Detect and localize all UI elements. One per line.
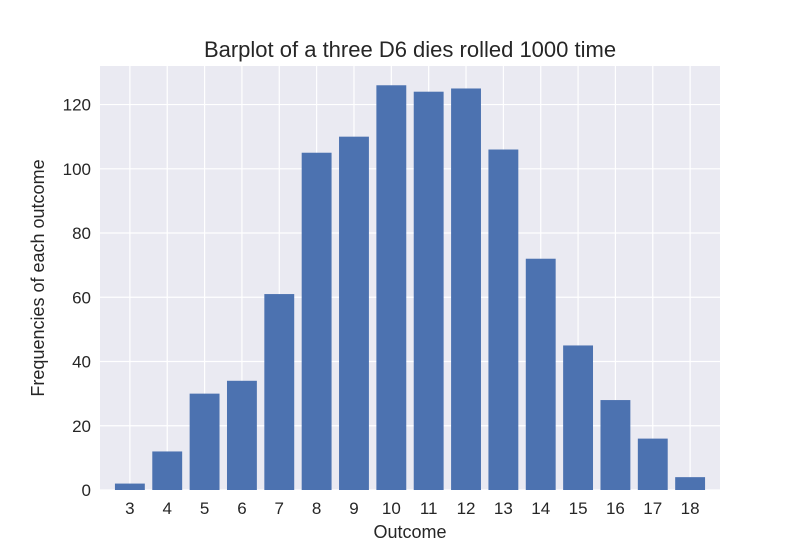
x-tick-label: 7	[275, 499, 284, 518]
bar-4	[152, 451, 183, 490]
x-tick-label: 10	[382, 499, 401, 518]
x-tick-label: 6	[237, 499, 246, 518]
y-tick-label: 80	[72, 224, 91, 243]
bar-5	[189, 393, 220, 490]
x-tick-label: 18	[681, 499, 700, 518]
x-tick-label: 3	[125, 499, 134, 518]
y-tick-label: 0	[82, 481, 91, 500]
y-tick-label: 120	[63, 96, 91, 115]
bar-3	[114, 483, 145, 490]
y-tick-label: 20	[72, 417, 91, 436]
bar-7	[264, 294, 295, 490]
bars	[114, 85, 706, 491]
bar-8	[301, 152, 332, 490]
bar-16	[600, 400, 631, 490]
bar-12	[451, 88, 481, 490]
bar-17	[637, 438, 668, 490]
bar-9	[339, 136, 369, 490]
x-tick-label: 14	[531, 499, 550, 518]
x-tick-label: 12	[457, 499, 476, 518]
x-tick-label: 17	[643, 499, 662, 518]
x-tick-label: 4	[162, 499, 171, 518]
y-tick-label: 60	[72, 288, 91, 307]
x-tick-label: 13	[494, 499, 513, 518]
x-tick-label: 16	[606, 499, 625, 518]
bar-13	[488, 149, 519, 491]
bar-10	[376, 85, 407, 490]
x-tick-labels: 3 4 5 6 7 8 9 10 11 12 13 14 15 16 17 18	[125, 499, 699, 518]
y-axis-label: Frequencies of each outcome	[28, 159, 48, 396]
x-tick-label: 15	[569, 499, 588, 518]
y-tick-label: 100	[63, 160, 91, 179]
chart-title: Barplot of a three D6 dies rolled 1000 t…	[204, 37, 616, 62]
x-tick-label: 11	[420, 499, 438, 518]
bar-6	[226, 380, 257, 490]
bar-11	[413, 91, 444, 491]
x-tick-label: 8	[312, 499, 321, 518]
y-tick-labels: 0 20 40 60 80 100 120	[63, 96, 91, 500]
x-axis-label: Outcome	[373, 522, 446, 542]
x-tick-label: 5	[200, 499, 209, 518]
y-tick-label: 40	[72, 353, 91, 372]
bar-18	[675, 477, 706, 490]
bar-14	[525, 258, 556, 490]
bar-15	[563, 345, 594, 490]
x-tick-label: 9	[349, 499, 358, 518]
